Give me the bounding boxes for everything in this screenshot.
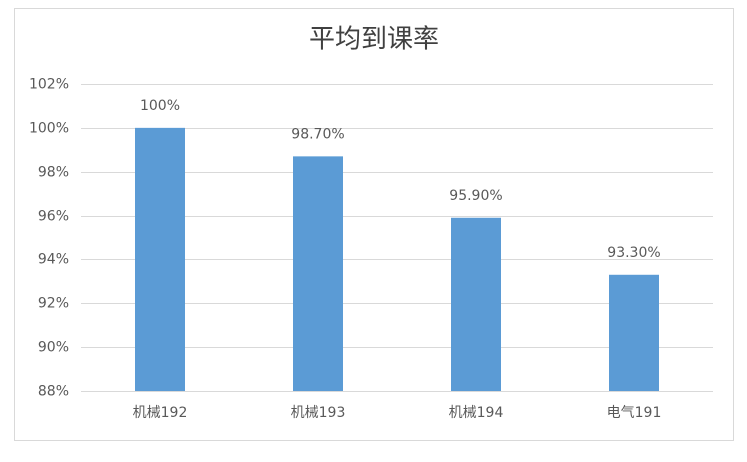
y-tick-label: 90%: [38, 340, 69, 356]
y-tick-label: 94%: [38, 252, 69, 268]
bar: [135, 127, 185, 391]
y-tick-label: 100%: [29, 121, 69, 137]
value-label: 93.30%: [607, 245, 660, 261]
x-tick-label: 机械193: [291, 405, 346, 421]
y-tick-label: 98%: [38, 165, 69, 181]
y-tick-label: 96%: [38, 209, 69, 225]
x-tick-label: 电气191: [607, 405, 662, 421]
y-tick-label: 92%: [38, 296, 69, 312]
value-label: 98.70%: [291, 126, 344, 142]
bar: [293, 156, 343, 391]
x-tick-label: 机械192: [133, 405, 188, 421]
bar: [609, 274, 659, 391]
y-tick-label: 102%: [29, 77, 69, 93]
y-tick-label: 88%: [38, 384, 69, 400]
chart-title: 平均到课率: [309, 25, 439, 55]
x-tick-label: 机械194: [449, 405, 504, 421]
value-label: 95.90%: [449, 188, 502, 204]
value-label: 100%: [140, 98, 180, 114]
bar: [451, 217, 501, 391]
